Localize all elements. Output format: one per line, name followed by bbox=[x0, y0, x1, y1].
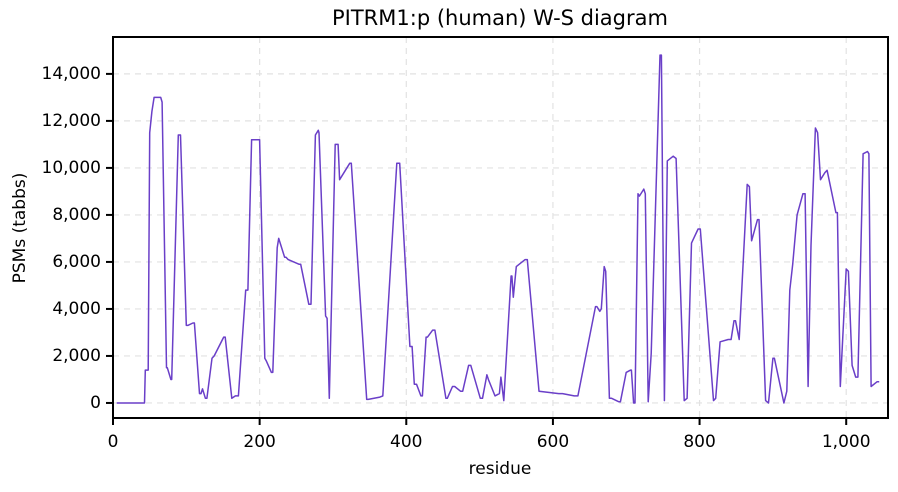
y-tick-label: 14,000 bbox=[42, 64, 101, 84]
x-tick-label: 0 bbox=[108, 432, 119, 452]
x-tick-label: 400 bbox=[390, 432, 422, 452]
y-tick-label: 10,000 bbox=[42, 158, 101, 178]
y-tick-label: 4,000 bbox=[52, 299, 101, 319]
y-tick-label: 6,000 bbox=[52, 252, 101, 272]
y-tick-label: 0 bbox=[90, 393, 101, 413]
chart-title: PITRM1:p (human) W-S diagram bbox=[332, 6, 668, 30]
x-tick-label: 600 bbox=[537, 432, 569, 452]
y-axis-label: PSMs (tabbs) bbox=[10, 173, 30, 284]
y-tick-label: 2,000 bbox=[52, 346, 101, 366]
y-tick-label: 8,000 bbox=[52, 205, 101, 225]
x-tick-label: 1,000 bbox=[822, 432, 871, 452]
x-tick-label: 200 bbox=[243, 432, 275, 452]
x-tick-label: 800 bbox=[683, 432, 715, 452]
axes-frame bbox=[112, 36, 889, 419]
y-tick-label: 12,000 bbox=[42, 111, 101, 131]
x-axis-label: residue bbox=[469, 459, 532, 479]
data-line bbox=[116, 54, 880, 404]
